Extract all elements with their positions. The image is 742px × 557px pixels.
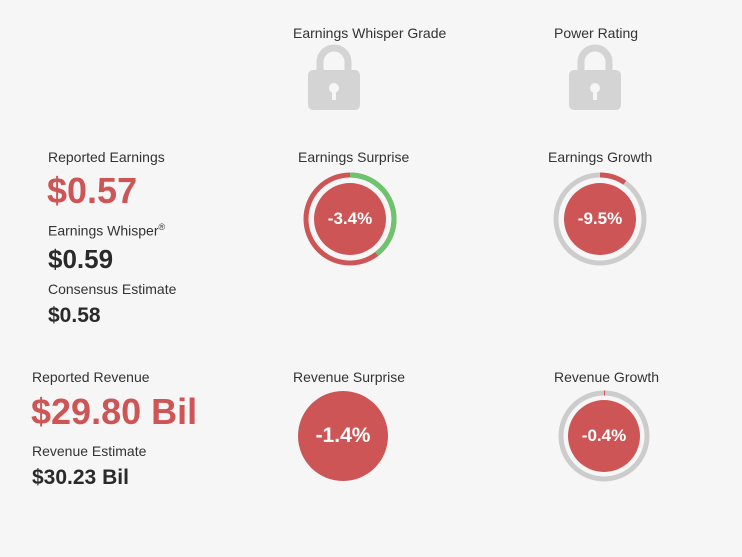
earnings-growth-value: -9.5%	[577, 209, 623, 228]
revenue-growth-gauge: -0.4%	[558, 390, 650, 482]
lock-icon	[567, 44, 623, 112]
power-rating-label: Power Rating	[554, 25, 639, 41]
revenue-surprise-value: -1.4%	[315, 424, 371, 447]
revenue-growth-label: Revenue Growth	[554, 369, 660, 385]
reported-earnings-label: Reported Earnings	[48, 149, 165, 165]
lock-icon	[306, 44, 362, 112]
revenue-estimate-label: Revenue Estimate	[32, 443, 147, 459]
earnings-surprise-label: Earnings Surprise	[298, 149, 410, 165]
revenue-surprise-label: Revenue Surprise	[293, 369, 406, 385]
reported-earnings-value: $0.57	[47, 170, 138, 211]
earnings-growth-label: Earnings Growth	[548, 149, 653, 165]
earnings-whisper-value: $0.59	[48, 244, 114, 274]
revenue-surprise-gauge: -1.4%	[298, 391, 388, 481]
whisper-grade-label: Earnings Whisper Grade	[293, 25, 447, 41]
consensus-estimate-value: $0.58	[48, 304, 101, 327]
reported-revenue-value: $29.80 Bil	[31, 391, 198, 432]
earnings-whisper-label: Earnings Whisper®	[48, 222, 166, 239]
revenue-estimate-value: $30.23 Bil	[32, 466, 129, 489]
consensus-estimate-label: Consensus Estimate	[48, 281, 177, 297]
earnings-surprise-value: -3.4%	[327, 209, 373, 228]
earnings-surprise-gauge: -3.4%	[303, 172, 397, 266]
revenue-growth-value: -0.4%	[581, 426, 627, 445]
reported-revenue-label: Reported Revenue	[32, 369, 150, 385]
earnings-growth-gauge: -9.5%	[553, 172, 647, 266]
